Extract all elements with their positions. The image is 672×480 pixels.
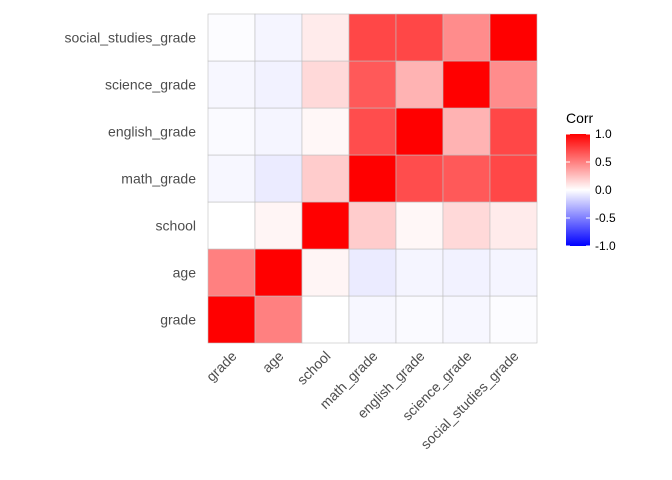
heatmap-cell-age-science_grade [442, 248, 491, 297]
heatmap-cell-science_grade-science_grade [442, 60, 491, 109]
heatmap-cell-english_grade-school [301, 107, 350, 156]
heatmap-cell-grade-grade [207, 295, 256, 344]
heatmap-cell-science_grade-social_studies_grade [489, 60, 538, 109]
heatmap-cell-english_grade-science_grade [442, 107, 491, 156]
heatmap-cell-social_studies_grade-social_studies_grade [489, 13, 538, 62]
y-tick-label-school: school [156, 218, 196, 234]
heatmap-cell-grade-social_studies_grade [489, 295, 538, 344]
heatmap-cell-age-english_grade [395, 248, 444, 297]
heatmap-cell-math_grade-science_grade [442, 154, 491, 203]
heatmap-cell-social_studies_grade-math_grade [348, 13, 397, 62]
legend-tick-label: -1.0 [595, 239, 616, 253]
heatmap-cell-science_grade-math_grade [348, 60, 397, 109]
heatmap-cell-social_studies_grade-age [254, 13, 303, 62]
heatmap-cell-social_studies_grade-english_grade [395, 13, 444, 62]
heatmap-cell-math_grade-age [254, 154, 303, 203]
heatmap-cell-math_grade-english_grade [395, 154, 444, 203]
heatmap-cell-school-school [301, 201, 350, 250]
x-tick-label-school: school [294, 348, 334, 388]
heatmap-cell-age-age [254, 248, 303, 297]
legend-tick-label: 0.5 [595, 155, 612, 169]
legend-title: Corr [566, 110, 594, 126]
y-axis-tick-labels: grade age school math_grade english_grade sci… [64, 30, 196, 328]
heatmap-cell-age-school [301, 248, 350, 297]
heatmap-cell-english_grade-grade [207, 107, 256, 156]
heatmap-cell-age-social_studies_grade [489, 248, 538, 297]
heatmap-cell-school-math_grade [348, 201, 397, 250]
heatmap-cell-grade-science_grade [442, 295, 491, 344]
heatmap-cell-science_grade-age [254, 60, 303, 109]
heatmap-cell-age-math_grade [348, 248, 397, 297]
heatmap-cell-grade-english_grade [395, 295, 444, 344]
y-tick-label-math_grade: math_grade [121, 171, 196, 187]
heatmap-cell-social_studies_grade-science_grade [442, 13, 491, 62]
color-legend: Corr 1.0 0.5 0.0 -0.5 -1.0 [566, 110, 616, 253]
legend-tick-label: -0.5 [595, 211, 616, 225]
heatmap-cell-english_grade-math_grade [348, 107, 397, 156]
y-tick-label-science_grade: science_grade [105, 77, 196, 93]
heatmap-cell-math_grade-social_studies_grade [489, 154, 538, 203]
heatmap-cell-english_grade-english_grade [395, 107, 444, 156]
heatmap-cell-science_grade-grade [207, 60, 256, 109]
heatmap-cell-social_studies_grade-grade [207, 13, 256, 62]
x-tick-label-grade: grade [203, 348, 240, 385]
legend-ticks: 1.0 0.5 0.0 -0.5 -1.0 [566, 127, 616, 253]
y-tick-label-english_grade: english_grade [108, 124, 196, 140]
heatmap-cells [207, 13, 538, 344]
heatmap-cell-math_grade-grade [207, 154, 256, 203]
y-tick-label-grade: grade [160, 312, 196, 328]
heatmap-cell-english_grade-social_studies_grade [489, 107, 538, 156]
heatmap-cell-school-science_grade [442, 201, 491, 250]
y-tick-label-age: age [173, 265, 197, 281]
heatmap-cell-age-grade [207, 248, 256, 297]
heatmap-cell-school-social_studies_grade [489, 201, 538, 250]
heatmap-cell-math_grade-math_grade [348, 154, 397, 203]
heatmap-cell-social_studies_grade-school [301, 13, 350, 62]
x-axis-tick-labels: grade age schoolmath_gradeenglish_gradesci… [203, 348, 522, 452]
legend-tick-label: 0.0 [595, 183, 612, 197]
x-tick-label-age: age [259, 348, 287, 376]
heatmap-cell-science_grade-english_grade [395, 60, 444, 109]
legend-tick-label: 1.0 [595, 127, 612, 141]
heatmap-cell-math_grade-school [301, 154, 350, 203]
heatmap-cell-grade-math_grade [348, 295, 397, 344]
heatmap-cell-grade-age [254, 295, 303, 344]
heatmap-cell-science_grade-school [301, 60, 350, 109]
heatmap-cell-english_grade-age [254, 107, 303, 156]
y-tick-label-social_studies_grade: social_studies_grade [64, 30, 196, 46]
heatmap-cell-grade-school [301, 295, 350, 344]
heatmap-cell-school-english_grade [395, 201, 444, 250]
heatmap-cell-school-age [254, 201, 303, 250]
heatmap-cell-school-grade [207, 201, 256, 250]
